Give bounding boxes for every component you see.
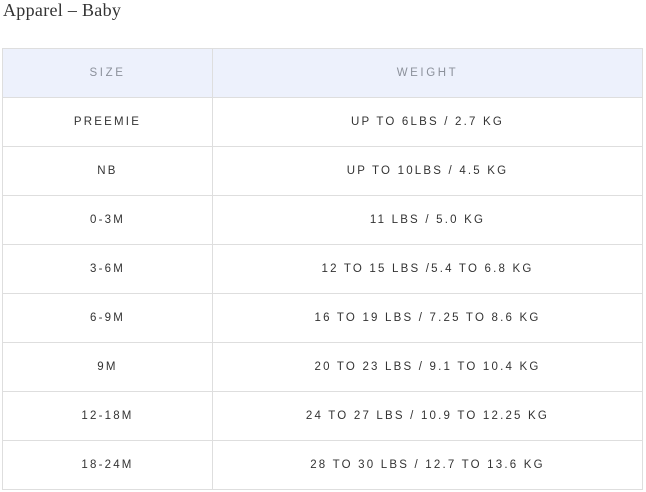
size-cell: 9M (2, 342, 213, 392)
weight-cell: UP TO 6LBS / 2.7 KG (212, 97, 643, 147)
size-cell: 0-3M (2, 195, 213, 245)
weight-cell: 16 TO 19 LBS / 7.25 TO 8.6 KG (212, 293, 643, 343)
table-row: 3-6M 12 TO 15 LBS /5.4 TO 6.8 KG (2, 244, 643, 294)
table-row: 18-24M 28 TO 30 LBS / 12.7 TO 13.6 KG (2, 440, 643, 490)
table-row: 0-3M 11 LBS / 5.0 KG (2, 195, 643, 245)
size-cell: 3-6M (2, 244, 213, 294)
table-row: NB UP TO 10LBS / 4.5 KG (2, 146, 643, 196)
weight-cell: UP TO 10LBS / 4.5 KG (212, 146, 643, 196)
size-cell: PREEMIE (2, 97, 213, 147)
weight-cell: 12 TO 15 LBS /5.4 TO 6.8 KG (212, 244, 643, 294)
table-row: 12-18M 24 TO 27 LBS / 10.9 TO 12.25 KG (2, 391, 643, 441)
size-cell: 12-18M (2, 391, 213, 441)
size-chart-table: SIZE WEIGHT PREEMIE UP TO 6LBS / 2.7 KG NB… (2, 48, 643, 490)
size-cell: NB (2, 146, 213, 196)
size-cell: 18-24M (2, 440, 213, 490)
table-row: 6-9M 16 TO 19 LBS / 7.25 TO 8.6 KG (2, 293, 643, 343)
weight-cell: 24 TO 27 LBS / 10.9 TO 12.25 KG (212, 391, 643, 441)
size-cell: 6-9M (2, 293, 213, 343)
column-header-weight: WEIGHT (212, 48, 643, 98)
weight-cell: 28 TO 30 LBS / 12.7 TO 13.6 KG (212, 440, 643, 490)
column-header-size: SIZE (2, 48, 213, 98)
table-row: 9M 20 TO 23 LBS / 9.1 TO 10.4 KG (2, 342, 643, 392)
table-row: PREEMIE UP TO 6LBS / 2.7 KG (2, 97, 643, 147)
weight-cell: 20 TO 23 LBS / 9.1 TO 10.4 KG (212, 342, 643, 392)
table-header-row: SIZE WEIGHT (2, 48, 643, 98)
page-title: Apparel – Baby (3, 0, 122, 20)
weight-cell: 11 LBS / 5.0 KG (212, 195, 643, 245)
